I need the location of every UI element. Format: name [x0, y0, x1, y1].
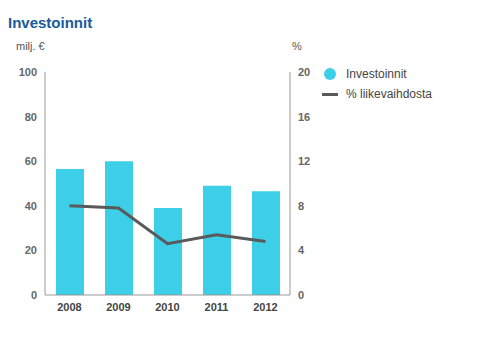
svg-text:2008: 2008: [57, 301, 81, 313]
svg-text:80: 80: [25, 111, 37, 123]
html-text:milj. €: milj. €: [16, 40, 45, 52]
svg-text:40: 40: [25, 200, 37, 212]
svg-text:60: 60: [25, 155, 37, 167]
svg-text:4: 4: [298, 244, 305, 256]
svg-text:2011: 2011: [205, 301, 229, 313]
svg-text:0: 0: [31, 289, 37, 301]
svg-text:100: 100: [19, 66, 37, 78]
svg-text:2010: 2010: [155, 301, 179, 313]
svg-text:2009: 2009: [106, 301, 130, 313]
svg-text:16: 16: [298, 111, 310, 123]
svg-text:20: 20: [298, 66, 310, 78]
html-text:Investoinnit: Investoinnit: [346, 67, 407, 81]
svg-text:8: 8: [298, 200, 304, 212]
svg-text:2012: 2012: [253, 301, 277, 313]
svg-text:0: 0: [298, 289, 304, 301]
svg-text:20: 20: [25, 244, 37, 256]
svg-text:12: 12: [298, 155, 310, 167]
html-text:Investoinnit: Investoinnit: [8, 14, 93, 31]
html-text:% liikevaihdosta: % liikevaihdosta: [346, 87, 432, 101]
